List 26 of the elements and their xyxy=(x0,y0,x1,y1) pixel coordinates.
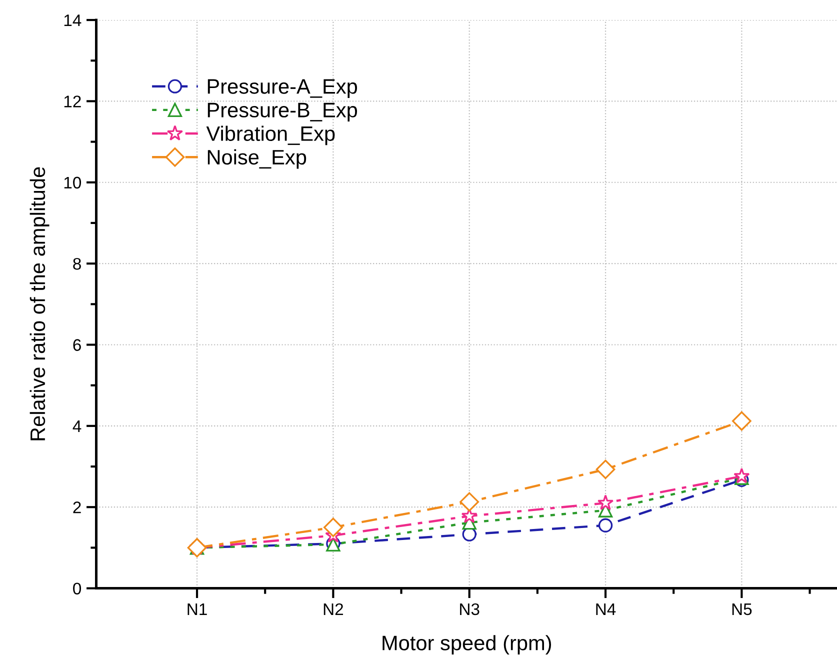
y-tick-label: 8 xyxy=(73,258,81,270)
point xyxy=(596,460,616,480)
x-tick-label: N5 xyxy=(732,603,752,616)
point xyxy=(460,492,480,512)
x-tick-label: N2 xyxy=(324,603,343,615)
y-tick-label: 0 xyxy=(73,582,82,594)
point xyxy=(324,518,343,538)
x-axis-title: Motor speed (rpm) xyxy=(382,635,552,654)
legend-label: Pressure-A_Exp xyxy=(208,79,358,98)
y-tick-label: 4 xyxy=(72,420,82,432)
x-tick-label: N1 xyxy=(188,603,207,615)
y-tick-label: 12 xyxy=(64,96,81,108)
y-tick-label: 6 xyxy=(73,339,81,351)
y-tick-label: 10 xyxy=(64,176,82,189)
point xyxy=(598,518,613,532)
y-axis-title: Relative ratio of the amplitude xyxy=(30,167,50,440)
x-tick-label: N3 xyxy=(460,603,480,616)
legend-label: Pressure-B_Exp xyxy=(208,102,358,122)
point xyxy=(187,538,207,558)
legend-label: Noise_Exp xyxy=(208,149,306,169)
y-tick-label: 2 xyxy=(73,502,81,514)
point xyxy=(732,411,752,431)
legend-label: Vibration_Exp xyxy=(206,126,335,146)
x-tick-label: N4 xyxy=(596,603,616,615)
point xyxy=(597,494,614,510)
y-tick-label: 14 xyxy=(64,14,82,26)
